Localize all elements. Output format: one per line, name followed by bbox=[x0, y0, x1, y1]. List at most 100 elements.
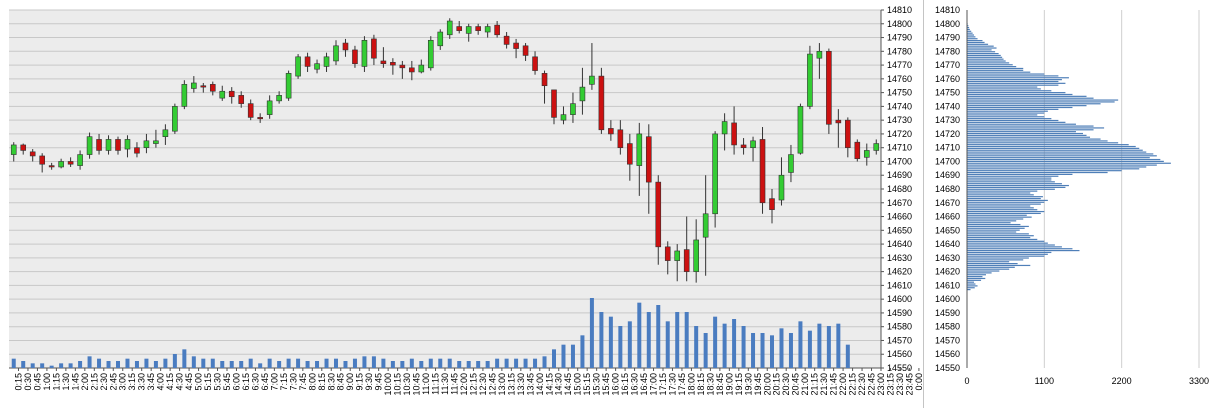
volume-bar bbox=[106, 361, 111, 368]
price-tick-label: 14740 bbox=[935, 101, 960, 111]
x-tick-label: 4:30 bbox=[175, 373, 185, 391]
x-tick-label: 22:15 bbox=[848, 373, 858, 396]
y-tick-label: 14670 bbox=[887, 198, 912, 208]
y-tick-label: 14700 bbox=[887, 156, 912, 166]
x-tick-label: 20:15 bbox=[772, 373, 782, 396]
volume-bar bbox=[163, 358, 168, 368]
candlestick-chart: 1455014560145701458014590146001461014620… bbox=[9, 5, 923, 396]
volume-bar bbox=[144, 358, 149, 368]
profile-bar bbox=[967, 190, 1038, 192]
candle-down bbox=[96, 139, 102, 151]
candle-up bbox=[323, 56, 330, 67]
candle-up bbox=[191, 82, 197, 89]
x-tick-label: 17:45 bbox=[677, 373, 687, 396]
volume-bar bbox=[68, 363, 73, 368]
profile-bar bbox=[967, 207, 1034, 209]
candle-up bbox=[797, 106, 804, 154]
candle-up bbox=[446, 20, 453, 36]
candle-down bbox=[67, 161, 74, 165]
profile-bar bbox=[967, 227, 1025, 229]
profile-bar bbox=[967, 249, 1080, 252]
profile-bar bbox=[967, 147, 1140, 149]
profile-bar bbox=[967, 49, 992, 51]
candle-up bbox=[172, 106, 178, 132]
profile-bar bbox=[967, 220, 1017, 222]
x-tick-label: 6:45 bbox=[260, 373, 270, 391]
profile-bar bbox=[967, 97, 1094, 99]
volume-bar bbox=[286, 358, 291, 368]
price-tick-label: 14760 bbox=[935, 74, 960, 84]
candle-down bbox=[598, 75, 605, 131]
volume-bar bbox=[722, 323, 727, 368]
price-tick-label: 14780 bbox=[935, 46, 960, 56]
volume-bar bbox=[125, 358, 130, 368]
x-tick-label: 14:30 bbox=[554, 373, 564, 396]
y-tick-label: 14580 bbox=[887, 322, 912, 332]
profile-bar bbox=[967, 51, 996, 53]
candle-up bbox=[333, 45, 339, 62]
profile-bar bbox=[967, 71, 1031, 73]
profile-bar bbox=[967, 79, 1062, 81]
profile-bar bbox=[967, 279, 982, 281]
profile-bar bbox=[967, 272, 992, 274]
candle-up bbox=[437, 31, 444, 47]
candle-up bbox=[276, 95, 282, 102]
profile-bar bbox=[967, 28, 970, 31]
profile-bar bbox=[967, 67, 1024, 70]
y-tick-label: 14680 bbox=[887, 184, 912, 194]
x-tick-label: 3300 bbox=[1189, 376, 1209, 386]
price-tick-label: 14680 bbox=[935, 184, 960, 194]
volume-bar bbox=[798, 321, 803, 368]
x-tick-label: 1:00 bbox=[42, 373, 52, 391]
y-tick-label: 14740 bbox=[887, 101, 912, 111]
x-tick-label: 10:30 bbox=[402, 373, 412, 396]
x-tick-label: 9:30 bbox=[364, 373, 374, 391]
profile-bar bbox=[967, 289, 971, 291]
y-tick-label: 14750 bbox=[887, 88, 912, 98]
candle-down bbox=[731, 122, 737, 146]
y-tick-label: 14650 bbox=[887, 225, 912, 235]
candle-up bbox=[863, 150, 870, 158]
candle-up bbox=[465, 26, 472, 34]
candle-up bbox=[636, 133, 643, 166]
candle-up bbox=[693, 239, 699, 272]
profile-bar bbox=[967, 155, 1157, 157]
candle-down bbox=[48, 165, 55, 168]
volume-bar bbox=[627, 321, 632, 368]
candle-up bbox=[285, 73, 292, 99]
profile-bar bbox=[967, 47, 997, 49]
x-tick-label: 8:30 bbox=[326, 373, 336, 391]
profile-bar bbox=[967, 30, 972, 32]
price-tick-label: 14620 bbox=[935, 267, 960, 277]
candle-down bbox=[645, 136, 652, 183]
profile-bar bbox=[967, 218, 1024, 220]
volume-bar bbox=[258, 363, 263, 368]
price-tick-label: 14710 bbox=[935, 143, 960, 153]
volume-bar bbox=[476, 361, 481, 368]
candle-down bbox=[134, 147, 140, 154]
volume-bar bbox=[229, 361, 234, 368]
profile-bar bbox=[967, 101, 1115, 103]
profile-bar bbox=[967, 56, 1003, 58]
x-tick-label: 9:15 bbox=[355, 373, 365, 391]
x-tick-label: 21:45 bbox=[829, 373, 839, 396]
volume-bar bbox=[78, 361, 83, 368]
profile-bar bbox=[967, 80, 1059, 83]
candle-down bbox=[257, 117, 263, 120]
volume-bar bbox=[400, 361, 405, 368]
price-tick-label: 14720 bbox=[935, 129, 960, 139]
profile-bar bbox=[967, 264, 1031, 267]
volume-bar bbox=[324, 358, 329, 368]
candle-down bbox=[399, 64, 406, 69]
profile-bar bbox=[967, 136, 1091, 138]
x-tick-label: 0 bbox=[964, 376, 969, 386]
x-tick-label: 23:45 bbox=[904, 373, 914, 396]
x-tick-label: 1:45 bbox=[70, 373, 80, 391]
profile-bar bbox=[967, 170, 1122, 172]
x-tick-label: 16:30 bbox=[630, 373, 640, 396]
x-tick-label: 3:45 bbox=[146, 373, 156, 391]
profile-bar bbox=[967, 112, 1045, 114]
profile-bar bbox=[967, 82, 1066, 84]
volume-bar bbox=[352, 358, 357, 368]
profile-bar bbox=[967, 238, 1038, 241]
